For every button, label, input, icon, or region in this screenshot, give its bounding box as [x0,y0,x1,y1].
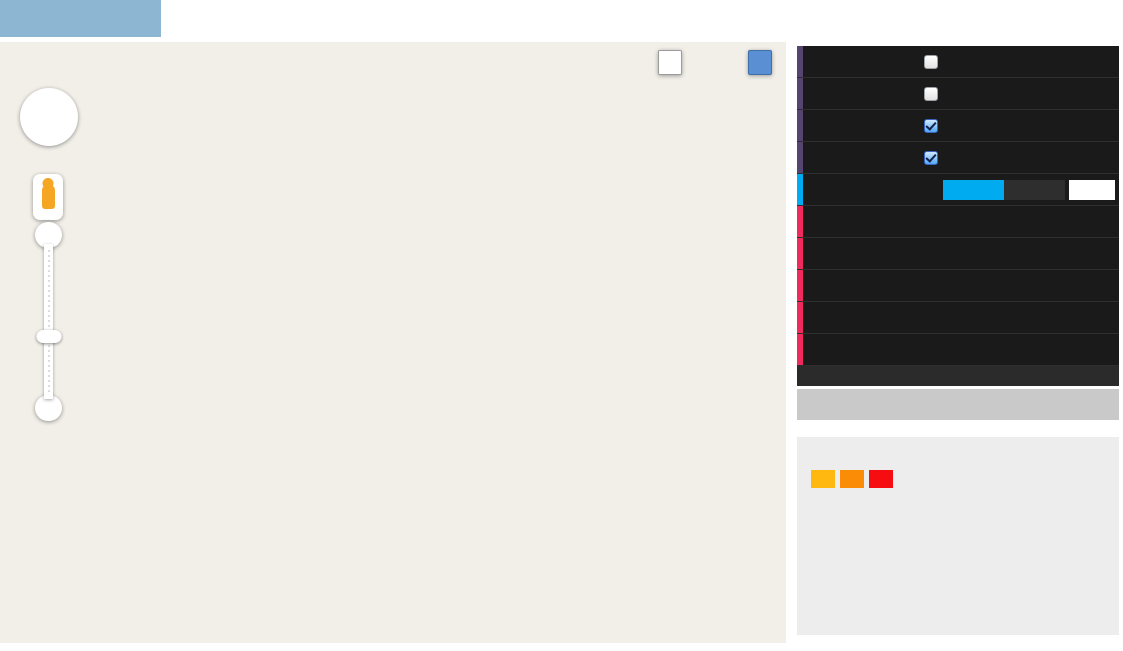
control-row-move-speed[interactable] [797,174,1119,206]
row-accent-bar [797,302,803,333]
map-pan-control[interactable] [20,88,78,146]
move-speed-slider-fill [943,179,1004,200]
map-tiles-canvas[interactable] [0,42,786,643]
map-type-button[interactable] [659,51,681,74]
row-accent-bar [797,110,803,141]
row-accent-bar [797,78,803,109]
zoom-in-button[interactable] [35,222,62,248]
row-accent-bar [797,142,803,173]
row-accent-bar [797,174,803,205]
zoom-slider-track[interactable] [36,244,61,399]
map-zoom-control[interactable] [35,222,62,421]
zoom-slider-ticks-icon [48,250,49,393]
pegman-figure-icon [41,185,55,209]
show-lines-checkbox[interactable] [924,86,938,101]
return-to-mydata-button[interactable] [0,0,161,37]
control-row-weekday-weekend-colors[interactable] [797,270,1119,302]
control-field [924,86,1119,101]
control-row-markers[interactable] [797,110,1119,142]
map-viewport[interactable] [0,42,786,643]
move-speed-value-input[interactable] [1069,179,1115,200]
move-speed-field [943,179,1119,200]
control-row-animate[interactable] [797,46,1119,78]
control-field [924,150,1119,165]
control-row-show-lines[interactable] [797,78,1119,110]
row-accent-bar [797,270,803,301]
key-panel [797,437,1119,635]
zoom-out-button[interactable] [35,395,62,421]
key-chip-list [797,453,1119,488]
control-row-hour-spectrum-colors[interactable] [797,206,1119,238]
control-row-reset-map[interactable] [797,334,1119,366]
pan-hand-icon[interactable] [38,106,60,128]
move-speed-slider[interactable] [943,179,1065,200]
control-field [924,54,1119,69]
key-title [797,437,1119,453]
follow-checkbox[interactable] [924,150,938,165]
controls-panel [797,46,1119,386]
row-accent-bar [797,206,803,237]
row-accent-bar [797,46,803,77]
close-controls-button[interactable] [797,366,1119,386]
map-type-control[interactable] [658,50,682,75]
control-field [924,118,1119,133]
key-chip-morning[interactable] [811,470,835,488]
date-display [797,389,1119,420]
street-view-pegman-icon[interactable] [33,174,63,220]
key-chip-noon[interactable] [840,470,864,488]
row-accent-bar [797,334,803,365]
key-chip-evening[interactable] [869,470,893,488]
row-accent-bar [797,238,803,269]
control-row-day-night-colors[interactable] [797,238,1119,270]
control-row-unicorn-rainbow-colors[interactable] [797,302,1119,334]
zoom-slider-thumb[interactable] [36,330,61,343]
control-row-follow[interactable] [797,142,1119,174]
animate-checkbox[interactable] [924,54,938,69]
openpaths-brand-button[interactable] [748,50,772,75]
markers-checkbox[interactable] [924,118,938,133]
